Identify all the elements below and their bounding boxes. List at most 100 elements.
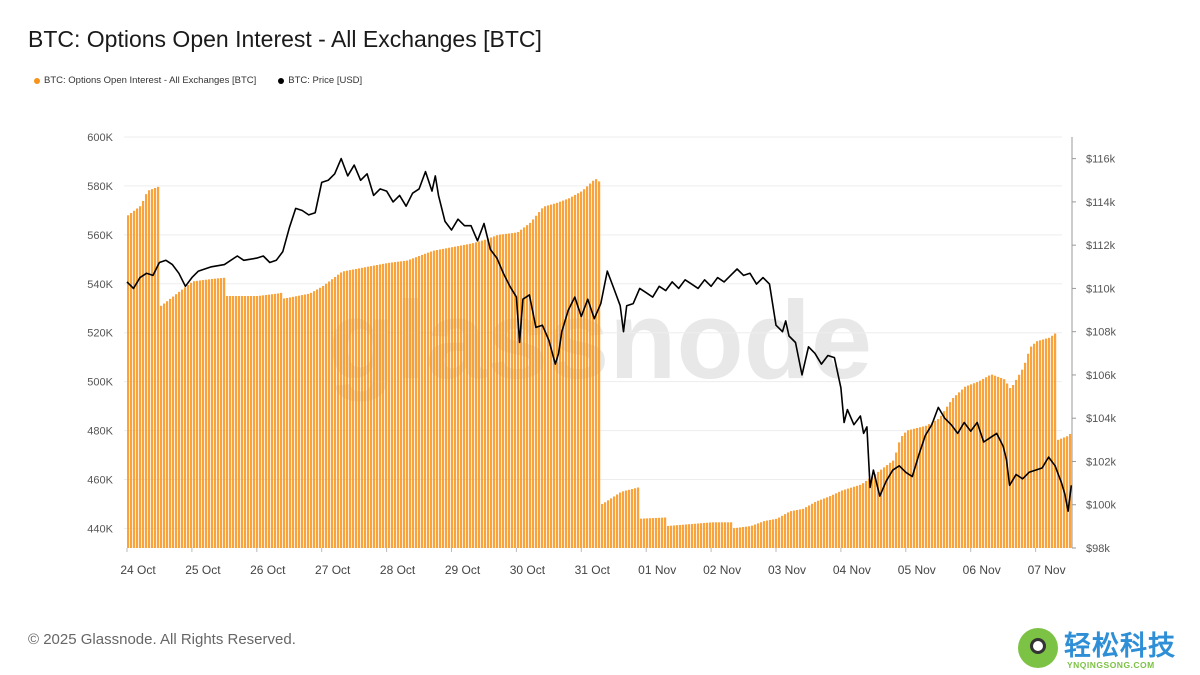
open-interest-bar [811,503,814,548]
open-interest-bar [409,259,412,548]
open-interest-bar [250,296,253,548]
open-interest-bar [982,378,985,548]
open-interest-bar [742,527,745,548]
open-interest-bar [1024,362,1027,548]
x-axis-tick-label: 26 Oct [250,563,286,577]
open-interest-bar [445,248,448,548]
open-interest-bar [976,382,979,548]
open-interest-bar [769,519,772,548]
open-interest-bar [460,245,463,548]
open-interest-bar [325,283,328,548]
open-interest-bar [469,243,472,548]
open-interest-bar [1057,439,1060,548]
open-interest-bar [583,189,586,549]
open-interest-bar [160,305,163,548]
x-axis-tick-label: 29 Oct [445,563,481,577]
open-interest-bar [553,203,556,548]
open-interest-bar [598,181,601,549]
open-interest-bar [295,296,298,548]
open-interest-bar [661,517,664,548]
legend-item-price[interactable]: BTC: Price [USD] [278,75,362,86]
open-interest-bar [844,489,847,548]
open-interest-bar [724,522,727,548]
open-interest-bar [784,514,787,548]
open-interest-bar [520,229,523,548]
open-interest-bar [1045,338,1048,548]
brand-logo-icon [1018,628,1058,668]
open-interest-bar [511,233,514,548]
open-interest-bar [871,476,874,548]
open-interest-bar [607,500,610,548]
open-interest-bar [886,465,889,548]
open-interest-bar [259,295,262,548]
open-interest-bar [421,254,424,548]
x-axis-tick-label: 03 Nov [768,563,806,577]
open-interest-bar [928,424,931,548]
open-interest-bar [373,265,376,548]
open-interest-bar [787,512,790,548]
x-axis-tick-label: 28 Oct [380,563,416,577]
open-interest-bar [442,248,445,548]
legend-label-open-interest: BTC: Options Open Interest - All Exchang… [44,75,257,86]
right-axis-tick-label: $102k [1086,456,1116,468]
open-interest-bar [733,528,736,548]
open-interest-bar [907,430,910,548]
left-axis-tick-label: 500K [87,377,113,389]
open-interest-bar [604,502,607,548]
open-interest-bar [412,258,415,548]
open-interest-bar [691,523,694,548]
right-axis-tick-label: $108k [1086,327,1116,339]
open-interest-bar [190,282,193,548]
open-interest-bar [1018,374,1021,548]
open-interest-bar [1048,337,1051,548]
open-interest-bar [649,518,652,548]
open-interest-bar [544,206,547,548]
open-interest-bar [916,428,919,548]
open-interest-bar [370,266,373,548]
open-interest-bar [805,507,808,548]
right-axis-tick-label: $112k [1086,240,1116,252]
open-interest-bar [898,442,901,548]
open-interest-bar [142,200,145,548]
left-axis-tick-label: 540K [87,279,113,291]
open-interest-bar [1036,341,1039,548]
open-interest-bar [853,486,856,548]
open-interest-bar [559,201,562,548]
open-interest-bar [424,253,427,548]
open-interest-bar [163,303,166,548]
open-interest-bar [676,525,679,548]
open-interest-bar [127,215,130,549]
open-interest-bar [757,523,760,548]
open-interest-bar [484,239,487,549]
open-interest-bar [940,415,943,548]
open-interest-bar [154,187,157,548]
open-interest-bar [835,493,838,548]
open-interest-bar [175,294,178,548]
open-interest-bar [670,525,673,548]
open-interest-bar [343,271,346,548]
open-interest-bar [211,278,214,548]
open-interest-bar [841,490,844,548]
open-interest-bar [277,293,280,548]
open-interest-bar [316,289,319,548]
open-interest-bar [358,268,361,548]
open-interest-bar [883,467,886,548]
open-interest-bar [979,380,982,548]
left-axis-tick-label: 440K [87,523,113,535]
open-interest-bar [499,234,502,548]
open-interest-bar [541,208,544,548]
open-interest-bar [634,488,637,548]
open-interest-bar [709,522,712,548]
left-axis-tick-label: 520K [87,328,113,340]
open-interest-bar [451,247,454,548]
x-axis-tick-label: 06 Nov [963,563,1001,577]
open-interest-bar [301,295,304,548]
x-axis-tick-label: 01 Nov [638,563,676,577]
open-interest-bar [586,186,589,549]
open-interest-bar [280,292,283,548]
open-interest-bar [970,384,973,548]
open-interest-bar [382,263,385,548]
open-interest-bar [217,278,220,548]
open-interest-bar [796,509,799,548]
legend-item-open-interest[interactable]: BTC: Options Open Interest - All Exchang… [34,75,256,86]
